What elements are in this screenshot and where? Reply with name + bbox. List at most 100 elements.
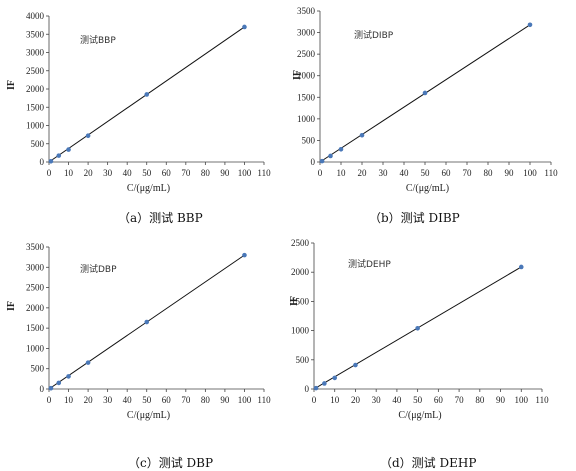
data-point bbox=[415, 325, 420, 331]
x-tick-label: 30 bbox=[372, 395, 382, 405]
y-tick-label: 1000 bbox=[26, 343, 45, 353]
y-tick-label: 2000 bbox=[291, 267, 310, 277]
y-axis-title: IF bbox=[289, 296, 300, 306]
y-tick-label: 500 bbox=[302, 135, 316, 145]
x-tick-label: 110 bbox=[544, 168, 558, 178]
data-point bbox=[56, 153, 62, 158]
y-tick-label: 1000 bbox=[291, 326, 310, 336]
x-tick-label: 30 bbox=[103, 168, 113, 178]
y-tick-label: 500 bbox=[31, 364, 45, 374]
y-tick-label: 2000 bbox=[26, 84, 45, 94]
data-point bbox=[328, 153, 333, 159]
y-tick-label: 3500 bbox=[26, 29, 45, 39]
x-tick-label: 0 bbox=[312, 395, 317, 405]
x-tick-label: 20 bbox=[351, 395, 361, 405]
y-tick-label: 0 bbox=[311, 157, 316, 167]
data-point bbox=[313, 385, 319, 391]
y-tick-label: 2500 bbox=[291, 238, 310, 248]
x-tick-label: 10 bbox=[64, 168, 74, 178]
caption-d: （d）测试 DEHP bbox=[380, 456, 477, 470]
y-tick-label: 500 bbox=[31, 139, 45, 149]
x-tick-label: 90 bbox=[220, 168, 230, 178]
x-tick-label: 100 bbox=[238, 168, 252, 178]
caption-a: （a）测试 BBP bbox=[118, 211, 203, 225]
data-point bbox=[56, 380, 62, 386]
data-point bbox=[353, 362, 358, 368]
x-tick-label: 40 bbox=[123, 395, 133, 405]
x-axis-title: C/(μg/mL) bbox=[127, 410, 170, 421]
y-tick-label: 3500 bbox=[297, 6, 316, 16]
y-tick-label: 2500 bbox=[26, 283, 45, 293]
x-tick-label: 0 bbox=[318, 168, 323, 178]
chart-panel-a: 0 10 20 30 40 50 60 70 80 90 100 110 0 500 1000 1500 200… bbox=[6, 11, 271, 194]
y-tick-label: 1500 bbox=[297, 92, 316, 102]
data-point bbox=[85, 133, 91, 139]
data-point bbox=[242, 252, 247, 258]
y-tick-label: 1500 bbox=[26, 102, 45, 112]
x-tick-label: 20 bbox=[84, 395, 94, 405]
x-tick-label: 40 bbox=[123, 168, 133, 178]
x-tick-label: 90 bbox=[496, 395, 506, 405]
data-point bbox=[422, 90, 428, 96]
x-tick-label: 60 bbox=[162, 395, 172, 405]
data-point bbox=[359, 132, 365, 138]
y-tick-label: 4000 bbox=[26, 11, 45, 21]
x-tick-label: 20 bbox=[84, 168, 94, 178]
x-tick-label: 90 bbox=[505, 168, 515, 178]
x-tick-label: 70 bbox=[455, 395, 465, 405]
y-tick-label: 500 bbox=[296, 355, 310, 365]
data-point bbox=[242, 24, 247, 30]
x-tick-label: 110 bbox=[257, 395, 271, 405]
data-point bbox=[66, 147, 71, 152]
y-tick-label: 0 bbox=[40, 157, 45, 167]
x-tick-label: 50 bbox=[142, 168, 152, 178]
data-point bbox=[518, 264, 524, 270]
chart-panel-d: 0 10 20 30 40 50 60 70 80 90 100 110 0 500 1000 1500 200… bbox=[289, 238, 549, 421]
x-tick-label: 30 bbox=[103, 395, 113, 405]
y-tick-label: 3000 bbox=[26, 262, 45, 272]
x-tick-label: 100 bbox=[515, 395, 529, 405]
x-tick-label: 70 bbox=[463, 168, 473, 178]
x-tick-label: 80 bbox=[475, 395, 485, 405]
y-tick-label: 3500 bbox=[26, 242, 45, 252]
x-tick-label: 0 bbox=[47, 395, 52, 405]
data-point bbox=[319, 158, 325, 164]
series-annotation: 测试DBP bbox=[80, 263, 117, 275]
y-axis-title: IF bbox=[6, 301, 17, 311]
x-tick-label: 50 bbox=[413, 395, 423, 405]
series-annotation: 测试BBP bbox=[80, 34, 116, 46]
chart-panel-c: 0 10 20 30 40 50 60 70 80 90 100 110 0 500 1000 1500 200… bbox=[6, 242, 271, 421]
x-tick-label: 0 bbox=[47, 168, 52, 178]
x-tick-label: 20 bbox=[358, 168, 368, 178]
x-tick-label: 10 bbox=[337, 168, 347, 178]
y-tick-label: 1000 bbox=[297, 114, 316, 124]
x-tick-label: 40 bbox=[400, 168, 410, 178]
x-tick-label: 10 bbox=[64, 395, 74, 405]
y-tick-label: 2000 bbox=[26, 303, 45, 313]
x-tick-label: 50 bbox=[142, 395, 152, 405]
x-tick-label: 110 bbox=[535, 395, 549, 405]
y-tick-label: 2000 bbox=[297, 71, 316, 81]
series-annotation: 测试DEHP bbox=[348, 258, 391, 270]
x-tick-label: 50 bbox=[421, 168, 431, 178]
y-tick-label: 2500 bbox=[297, 49, 316, 59]
x-tick-label: 70 bbox=[181, 395, 191, 405]
caption-c: （c）测试 DBP bbox=[128, 456, 214, 470]
data-point bbox=[322, 381, 327, 386]
y-tick-label: 1000 bbox=[26, 121, 45, 131]
y-axis-title: IF bbox=[292, 70, 303, 80]
x-tick-label: 30 bbox=[379, 168, 389, 178]
y-tick-label: 0 bbox=[305, 384, 310, 394]
data-point bbox=[85, 360, 91, 365]
data-point bbox=[527, 22, 533, 28]
x-axis-title: C/(μg/mL) bbox=[406, 183, 449, 194]
x-tick-label: 60 bbox=[162, 168, 172, 178]
x-axis-title: C/(μg/mL) bbox=[398, 410, 441, 421]
data-point bbox=[144, 92, 150, 97]
x-tick-label: 60 bbox=[434, 395, 444, 405]
y-tick-label: 1500 bbox=[291, 296, 310, 306]
x-axis-title: C/(μg/mL) bbox=[127, 183, 170, 194]
x-tick-label: 110 bbox=[257, 168, 271, 178]
x-tick-label: 80 bbox=[201, 168, 211, 178]
data-point bbox=[48, 158, 54, 164]
